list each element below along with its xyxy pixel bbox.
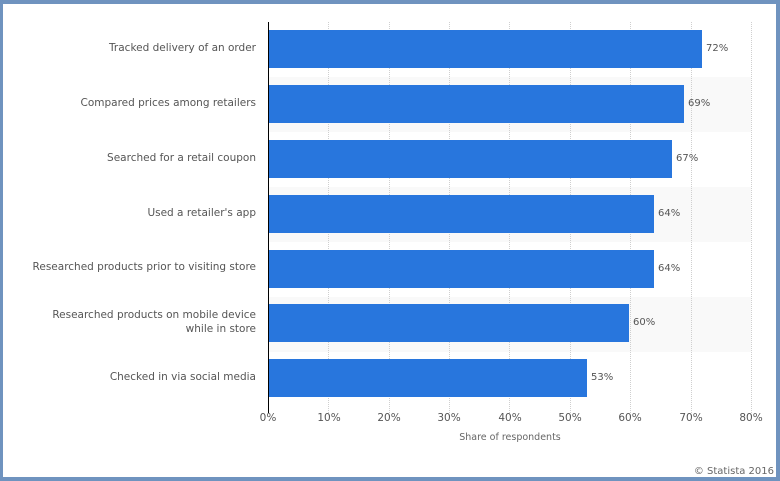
bar-retailer-app[interactable] — [268, 195, 654, 233]
gridline — [751, 22, 752, 413]
x-tick: 50% — [558, 412, 582, 424]
category-label: Searched for a retail coupon — [107, 152, 256, 164]
x-tick: 70% — [679, 412, 703, 424]
x-tick: 10% — [317, 412, 341, 424]
category-label: Used a retailer's app — [147, 207, 256, 219]
category-label: Tracked delivery of an order — [109, 42, 256, 54]
category-label: while in store — [185, 323, 256, 335]
x-tick: 0% — [259, 412, 277, 424]
x-tick: 40% — [498, 412, 522, 424]
value-label: 53% — [591, 372, 614, 383]
gridline — [691, 22, 692, 413]
category-label: Researched products prior to visiting st… — [32, 261, 256, 273]
x-tick: 20% — [377, 412, 401, 424]
bar-tracked-delivery[interactable] — [268, 30, 702, 68]
source-credit[interactable]: © Statista 2016 — [693, 466, 774, 477]
value-label: 64% — [658, 208, 681, 219]
category-label: Researched products on mobile device — [52, 309, 256, 321]
bar-checked-in-social[interactable] — [268, 359, 587, 397]
category-label: Checked in via social media — [109, 371, 256, 383]
value-label: 72% — [706, 43, 729, 54]
x-tick: 80% — [739, 412, 763, 424]
x-tick: 60% — [618, 412, 642, 424]
bar-researched-prior[interactable] — [268, 250, 654, 288]
value-label: 67% — [676, 153, 699, 164]
x-axis-title: Share of respondents — [459, 432, 561, 443]
bar-retail-coupon[interactable] — [268, 140, 672, 178]
bar-researched-mobile[interactable] — [268, 304, 629, 342]
plot-area: 72% 69% 67% 64% 64% 60% 53% — [268, 22, 752, 413]
y-axis-line — [268, 22, 269, 413]
x-tick: 30% — [437, 412, 461, 424]
value-label: 60% — [633, 317, 656, 328]
value-label: 69% — [688, 98, 711, 109]
bar-compared-prices[interactable] — [268, 85, 684, 123]
category-label: Compared prices among retailers — [80, 97, 257, 109]
value-label: 64% — [658, 263, 681, 274]
